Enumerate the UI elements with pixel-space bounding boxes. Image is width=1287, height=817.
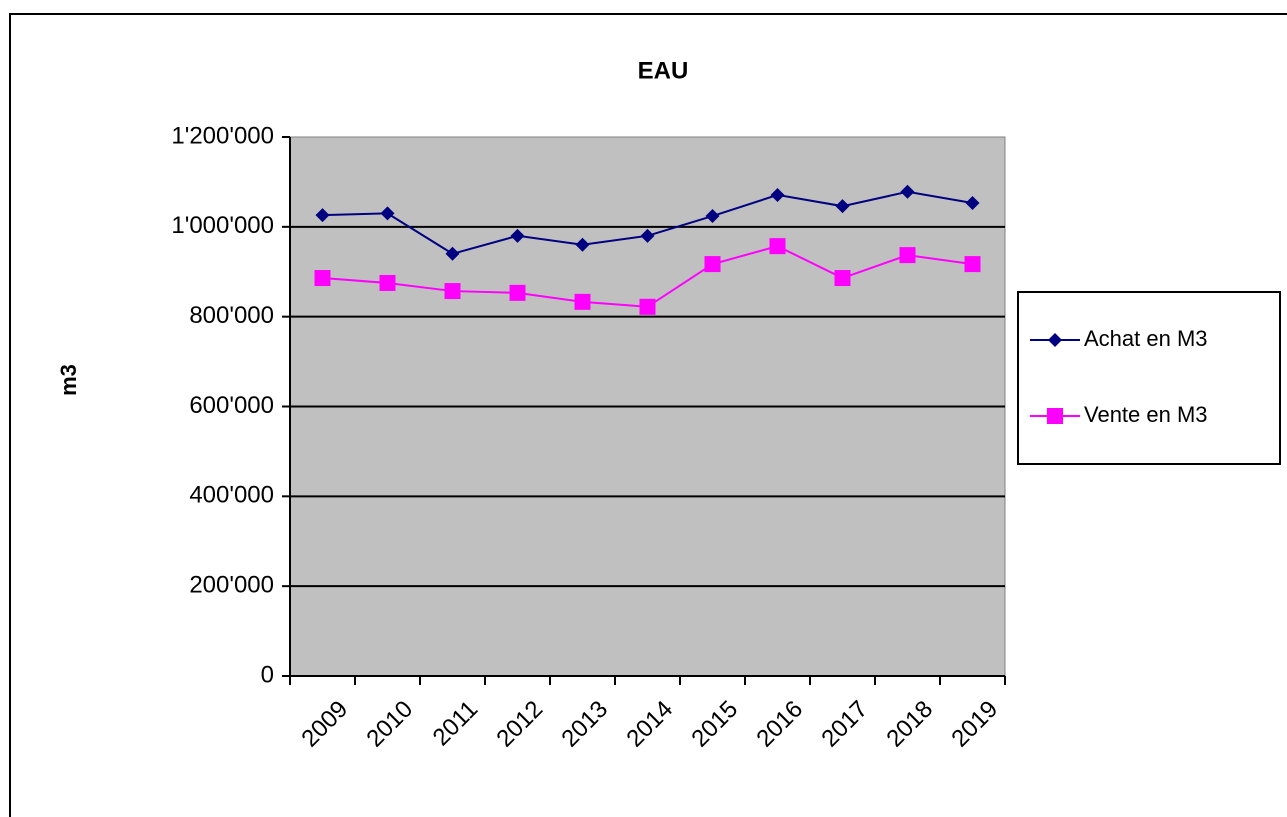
y-tick-label: 0 — [261, 661, 274, 688]
marker — [705, 209, 720, 224]
y-tick-label: 600'000 — [189, 392, 274, 419]
marker — [444, 283, 461, 300]
y-tick-label: 200'000 — [189, 572, 274, 599]
marker — [899, 247, 916, 264]
y-tick-label: 1'000'000 — [171, 212, 274, 239]
legend-marker — [1048, 333, 1062, 347]
marker — [964, 256, 981, 273]
marker — [965, 196, 980, 211]
legend-marker — [1047, 408, 1063, 424]
marker — [640, 228, 655, 243]
marker — [509, 284, 526, 301]
legend-label: Achat en M3 — [1084, 326, 1208, 351]
marker — [575, 237, 590, 252]
marker — [380, 206, 395, 221]
marker — [834, 270, 851, 287]
marker — [574, 293, 591, 310]
marker — [639, 298, 656, 315]
y-tick-label: 1'200'000 — [171, 122, 274, 149]
marker — [704, 256, 721, 273]
marker — [835, 199, 850, 214]
marker — [769, 238, 786, 255]
marker — [445, 246, 460, 261]
marker — [314, 270, 331, 287]
marker — [900, 184, 915, 199]
marker — [315, 208, 330, 223]
y-axis-label: m3 — [56, 364, 81, 396]
marker — [770, 187, 785, 202]
chart-title: EAU — [638, 57, 689, 84]
marker — [510, 228, 525, 243]
y-tick-label: 400'000 — [189, 482, 274, 509]
legend-label: Vente en M3 — [1084, 402, 1208, 427]
y-tick-label: 800'000 — [189, 302, 274, 329]
legend-box — [1017, 291, 1281, 465]
marker — [379, 274, 396, 291]
